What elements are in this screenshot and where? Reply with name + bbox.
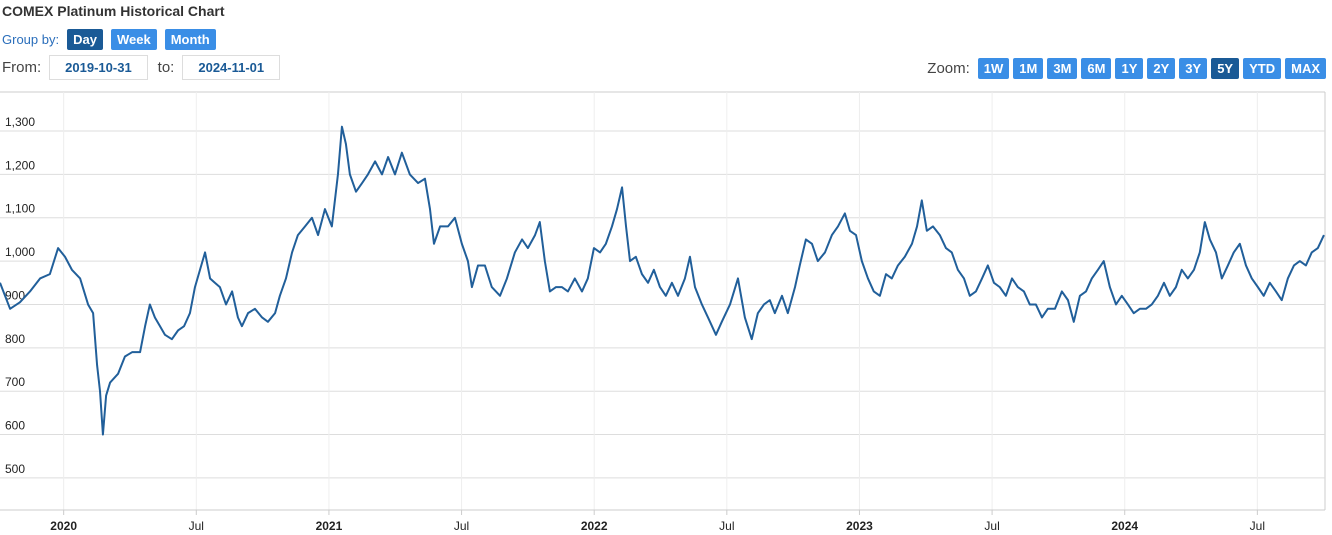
x-tick-label: 2023: [846, 519, 873, 533]
group-by-label: Group by:: [2, 32, 60, 47]
y-tick-label: 1,000: [5, 245, 35, 259]
page-title: COMEX Platinum Historical Chart: [2, 3, 225, 19]
button[interactable]: 3M: [1047, 58, 1078, 79]
x-tick-label: 2022: [581, 519, 608, 533]
from-label: From:: [2, 59, 42, 76]
button[interactable]: MAX: [1285, 58, 1326, 79]
button[interactable]: 6M: [1081, 58, 1112, 79]
group-by-row: Group by: Day Week Month: [2, 29, 216, 50]
x-tick-label: Jul: [1250, 519, 1265, 533]
x-tick-label: Jul: [719, 519, 734, 533]
zoom-buttons: 1W 1M 3M 6M 1Y 2Y 3Y 5Y YTD MAX: [977, 58, 1326, 79]
zoom-label: Zoom:: [927, 60, 970, 77]
button[interactable]: Week: [110, 29, 157, 50]
to-label: to:: [157, 59, 175, 76]
button[interactable]: 2Y: [1147, 58, 1176, 79]
y-tick-label: 900: [5, 288, 25, 302]
zoom-row: Zoom: 1W 1M 3M 6M 1Y 2Y 3Y 5Y YTD MAX: [927, 58, 1326, 79]
to-input[interactable]: 2024-11-01: [182, 55, 281, 80]
x-tick-label: 2024: [1111, 519, 1138, 533]
x-tick-label: Jul: [984, 519, 999, 533]
button[interactable]: Month: [164, 29, 216, 50]
button[interactable]: 1W: [977, 58, 1010, 79]
range-row: From: 2019-10-31 to: 2024-11-01: [2, 55, 281, 80]
group-by-buttons: Day Week Month: [67, 29, 216, 50]
button[interactable]: 3Y: [1179, 58, 1208, 79]
x-tick-label: Jul: [454, 519, 469, 533]
button[interactable]: YTD: [1243, 58, 1282, 79]
button[interactable]: 1M: [1013, 58, 1044, 79]
from-input[interactable]: 2019-10-31: [49, 55, 148, 80]
button[interactable]: 1Y: [1115, 58, 1144, 79]
x-tick-label: Jul: [189, 519, 204, 533]
x-tick-label: 2021: [316, 519, 343, 533]
price-line: [0, 125, 1325, 436]
x-tick-label: 2020: [50, 519, 77, 533]
y-tick-label: 500: [5, 462, 25, 476]
y-tick-label: 1,200: [5, 158, 35, 172]
button[interactable]: 5Y: [1211, 58, 1240, 79]
y-tick-label: 1,100: [5, 202, 35, 216]
y-tick-label: 1,300: [5, 115, 35, 129]
y-tick-label: 700: [5, 375, 25, 389]
button[interactable]: Day: [67, 29, 103, 50]
y-tick-label: 600: [5, 419, 25, 433]
y-tick-label: 800: [5, 332, 25, 346]
